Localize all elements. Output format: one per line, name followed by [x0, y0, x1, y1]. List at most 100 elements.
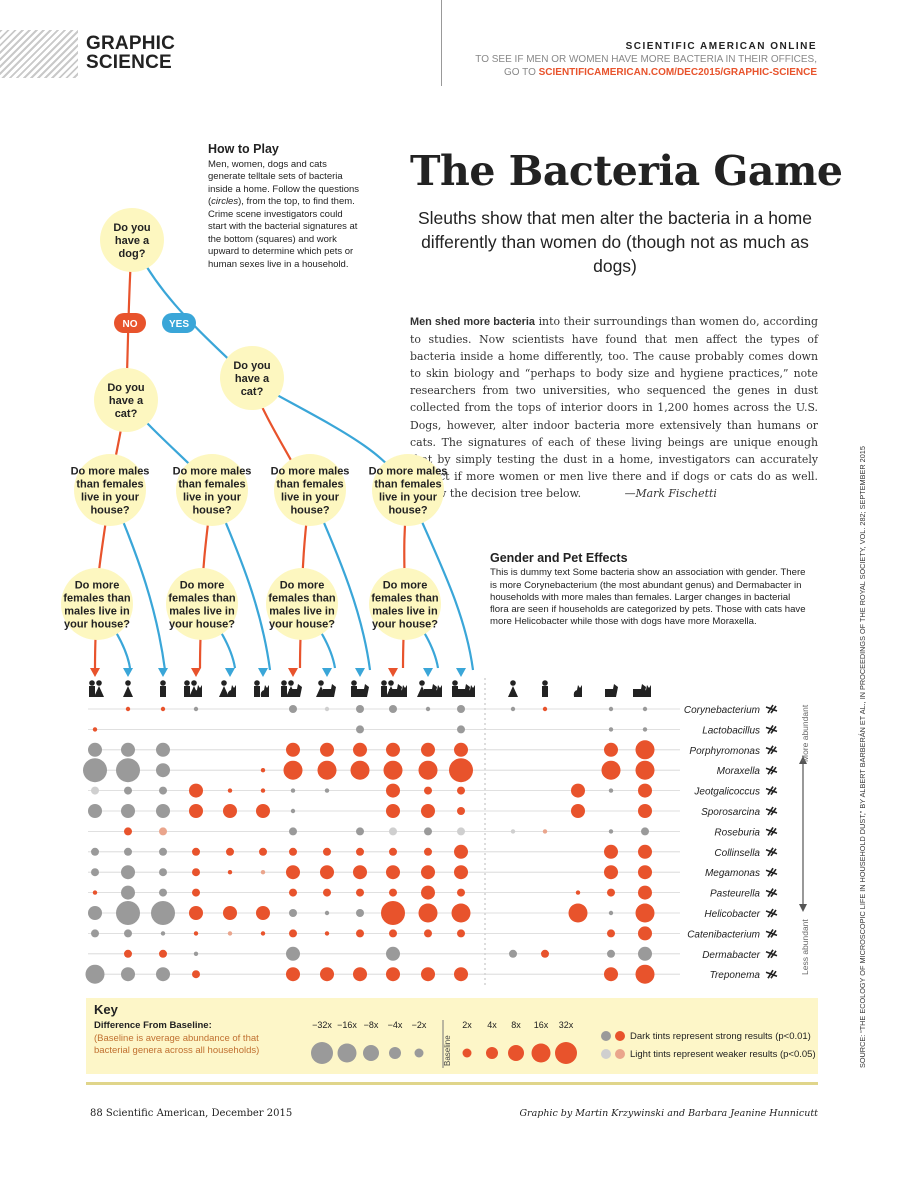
axis-more-label: More abundant — [800, 704, 810, 762]
bacteria-8-icon — [765, 867, 778, 877]
bubble — [642, 706, 648, 712]
bubble — [421, 742, 435, 757]
question-cat-node-no-dog[interactable] — [94, 368, 158, 432]
key-baseline-label: Baseline — [443, 1035, 452, 1066]
household-icon-11-male-icon-body — [452, 686, 458, 697]
bubble — [159, 888, 167, 897]
arrowhead-11 — [456, 668, 466, 677]
question-males-node-1[interactable] — [176, 454, 248, 526]
bubble — [389, 705, 397, 713]
bubble — [223, 804, 237, 818]
key-background — [86, 998, 818, 1074]
question-females-node-2[interactable] — [266, 568, 338, 640]
bubble — [454, 742, 468, 757]
question-dog-node-label: Do you have a dog? — [113, 222, 150, 260]
bacteria-label: Moraxella — [717, 766, 761, 777]
bubble — [92, 890, 98, 895]
household-icon-3-female-icon-head — [191, 680, 197, 686]
question-females-node-3[interactable] — [369, 568, 441, 640]
key-light-red-dot — [615, 1049, 625, 1059]
bubble — [424, 786, 432, 795]
bubble — [454, 967, 468, 982]
online-url-link[interactable]: SCIENTIFICAMERICAN.COM/DEC2015/GRAPHIC-S… — [538, 67, 817, 78]
key-scale-label: −32x — [312, 1020, 332, 1030]
bacteria-label: Pasteurella — [710, 889, 760, 900]
bubble — [256, 906, 270, 920]
household-icon-0-female-icon-body — [94, 686, 104, 697]
bubble — [286, 865, 300, 880]
question-females-node-1[interactable] — [166, 568, 238, 640]
bubble — [283, 760, 303, 780]
bubble — [88, 906, 102, 920]
bubble — [125, 706, 131, 712]
bacteria-11-icon — [765, 928, 778, 938]
bubble — [116, 758, 140, 783]
bubble — [88, 804, 102, 818]
question-cat-node-dog-label: Do you have a cat? — [233, 360, 270, 398]
question-cat-node-no-dog-label: Do you have a cat? — [107, 382, 144, 420]
household-icon-4-female-icon-body — [219, 686, 229, 697]
arrowhead-1 — [123, 668, 133, 677]
bubble — [607, 929, 615, 938]
bubble — [635, 760, 655, 780]
bubble — [159, 827, 167, 836]
question-cat-node-dog[interactable] — [220, 346, 284, 410]
bubble — [156, 763, 170, 778]
household-icon-5-male-icon-body — [254, 686, 260, 697]
bacteria-label: Sporosarcina — [701, 807, 760, 818]
bubble — [286, 967, 300, 982]
question-males-node-2[interactable] — [274, 454, 346, 526]
bubble — [575, 890, 581, 895]
bubble — [389, 847, 397, 856]
arrowhead-2 — [158, 668, 168, 677]
household-icon-6-male-icon-body — [281, 686, 287, 697]
question-dog-node[interactable] — [100, 208, 164, 272]
bubble — [389, 888, 397, 897]
household-icon-10-female-icon-head — [419, 680, 425, 686]
headline: The Bacteria Game — [410, 147, 843, 195]
bubble — [193, 931, 199, 936]
key-bubble — [363, 1045, 379, 1061]
bubble — [192, 868, 200, 877]
key-bubble — [555, 1042, 577, 1064]
no-badge-label: NO — [123, 319, 138, 330]
household-icon-16-cat-icon — [642, 685, 651, 697]
household-icon-12-female-icon-head — [510, 680, 516, 686]
household-icon-6-dog-icon — [289, 684, 302, 697]
household-icon-10-cat-icon — [433, 685, 442, 697]
bubble — [289, 888, 297, 897]
bubble — [386, 804, 400, 818]
key-scale-label: −16x — [337, 1020, 357, 1030]
question-females-node-0-label: Do more females than males live in your hou… — [63, 580, 131, 631]
bubble — [193, 951, 199, 956]
bubble — [457, 786, 465, 795]
bubble — [635, 964, 655, 984]
household-icon-15-dog-icon — [605, 684, 618, 697]
bacteria-6-icon — [765, 826, 778, 836]
article-body: Men shed more bacteria into their surrou… — [410, 315, 818, 500]
bubble — [323, 888, 331, 897]
bubble — [418, 760, 438, 780]
household-icon-7-female-icon-head — [318, 680, 324, 686]
bubble — [91, 847, 99, 856]
bacteria-label: Dermabacter — [702, 950, 760, 961]
bubble — [92, 727, 98, 732]
bubble — [425, 706, 431, 712]
bubble — [85, 964, 105, 984]
bubble — [260, 788, 266, 793]
household-icon-0-male-icon-body — [89, 686, 95, 697]
bubble — [320, 865, 334, 880]
question-males-node-3-label: Do more males than females live in your hou… — [369, 466, 448, 517]
bubble — [418, 903, 438, 923]
bubble — [604, 844, 618, 859]
question-females-node-0[interactable] — [61, 568, 133, 640]
bubble — [83, 758, 107, 783]
bubble — [386, 967, 400, 982]
key-light-label: Light tints represent weaker results (p<… — [630, 1049, 816, 1060]
bubble — [156, 967, 170, 982]
bubble — [324, 910, 330, 916]
question-males-node-0[interactable] — [74, 454, 146, 526]
question-males-node-3[interactable] — [372, 454, 444, 526]
hatch-decoration — [0, 30, 78, 78]
